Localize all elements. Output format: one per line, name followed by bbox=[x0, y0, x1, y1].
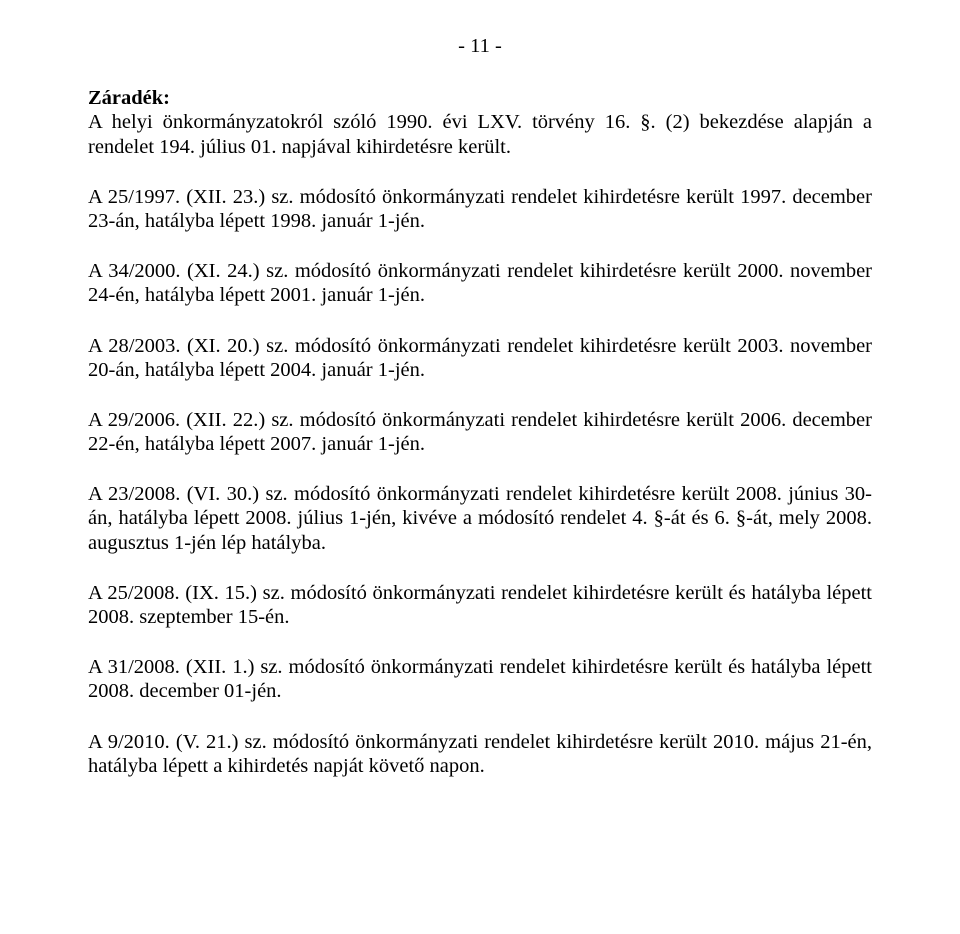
paragraph: A 23/2008. (VI. 30.) sz. módosító önkorm… bbox=[88, 482, 872, 555]
document-page: - 11 - Záradék: A helyi önkormányzatokró… bbox=[0, 0, 960, 934]
page-number: - 11 - bbox=[88, 34, 872, 58]
heading-zaradek: Záradék: bbox=[88, 86, 872, 110]
paragraph: A 25/1997. (XII. 23.) sz. módosító önkor… bbox=[88, 185, 872, 233]
paragraph: A 28/2003. (XI. 20.) sz. módosító önkorm… bbox=[88, 334, 872, 382]
paragraph: A 31/2008. (XII. 1.) sz. módosító önkorm… bbox=[88, 655, 872, 703]
paragraph: A 9/2010. (V. 21.) sz. módosító önkormán… bbox=[88, 730, 872, 778]
paragraph: A 25/2008. (IX. 15.) sz. módosító önkorm… bbox=[88, 581, 872, 629]
paragraph: A 29/2006. (XII. 22.) sz. módosító önkor… bbox=[88, 408, 872, 456]
paragraph: A helyi önkormányzatokról szóló 1990. év… bbox=[88, 110, 872, 158]
paragraph: A 34/2000. (XI. 24.) sz. módosító önkorm… bbox=[88, 259, 872, 307]
